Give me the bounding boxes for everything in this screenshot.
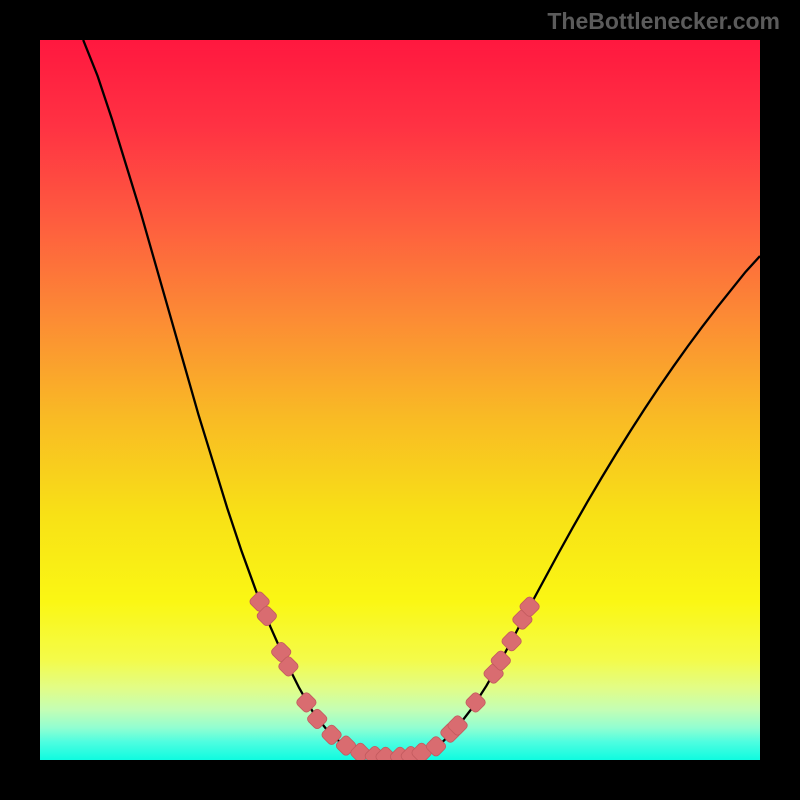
gradient-background (40, 40, 760, 760)
chart-svg (40, 40, 760, 760)
plot-area (40, 40, 760, 760)
stage: TheBottlenecker.com (0, 0, 800, 800)
watermark-text: TheBottlenecker.com (547, 8, 780, 35)
